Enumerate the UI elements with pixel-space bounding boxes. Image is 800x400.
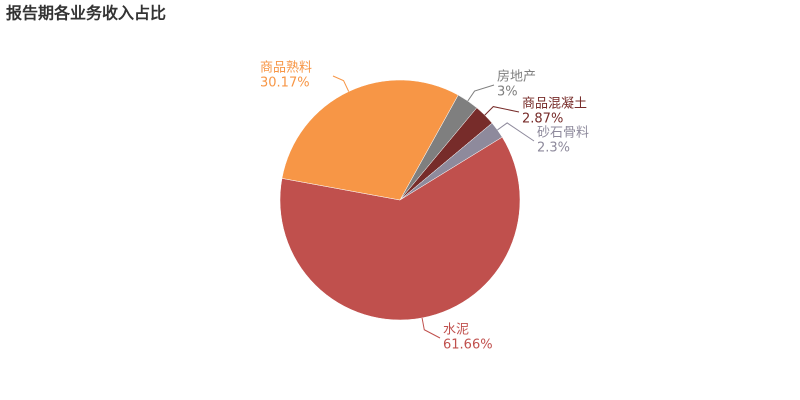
slice-label: 商品熟料	[260, 60, 312, 76]
chart-title: 报告期各业务收入占比	[6, 4, 166, 23]
pie-slice	[279, 136, 521, 321]
slice-label: 商品混凝土	[522, 96, 587, 112]
value-label: 2.87%	[522, 112, 563, 127]
value-label: 30.17%	[260, 76, 310, 91]
value-label: 2.3%	[537, 141, 570, 156]
slice-label: 水泥	[443, 323, 469, 338]
value-label: 61.66%	[443, 338, 493, 353]
leader-line	[332, 75, 350, 92]
leader-line	[421, 317, 441, 339]
leader-line	[467, 84, 495, 102]
slice-label: 砂石骨料	[537, 126, 589, 141]
leader-line	[497, 122, 535, 142]
pie-slice	[281, 79, 459, 201]
slice-label: 房地产	[497, 69, 536, 85]
leader-line	[484, 106, 520, 116]
value-label: 3%	[497, 85, 518, 100]
